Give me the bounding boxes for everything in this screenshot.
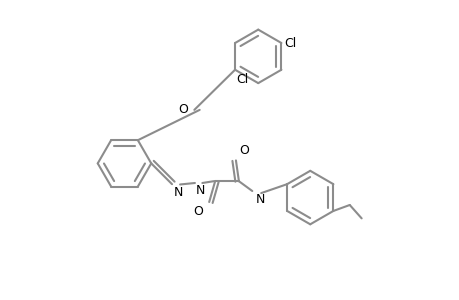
Text: O: O xyxy=(193,205,203,218)
Text: Cl: Cl xyxy=(236,73,248,86)
Text: O: O xyxy=(238,144,248,158)
Text: Cl: Cl xyxy=(283,37,296,50)
Text: O: O xyxy=(178,103,188,116)
Text: N: N xyxy=(196,184,205,197)
Text: N: N xyxy=(255,193,264,206)
Text: N: N xyxy=(173,186,183,199)
